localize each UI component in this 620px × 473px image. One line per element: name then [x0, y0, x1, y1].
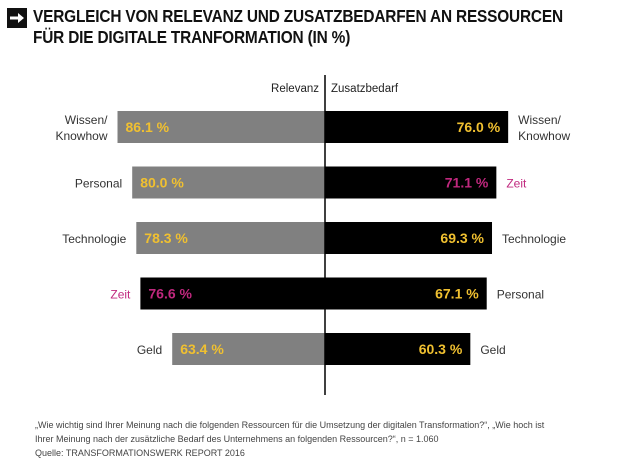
value-label-relevanz-4: 63.4 % — [180, 341, 224, 357]
bar-relevanz-2 — [136, 222, 325, 254]
category-label-zusatzbedarf-2: Technologie — [502, 232, 566, 246]
value-label-zusatzbedarf-3: 67.1 % — [435, 286, 479, 302]
value-label-relevanz-2: 78.3 % — [144, 230, 188, 246]
bar-zusatzbedarf-4 — [325, 333, 471, 365]
bar-zusatzbedarf-1 — [325, 166, 497, 199]
value-label-relevanz-3: 76.6 % — [148, 286, 192, 302]
value-label-zusatzbedarf-0: 76.0 % — [457, 119, 501, 135]
category-label-zusatzbedarf-3: Personal — [497, 288, 544, 302]
category-label-relevanz-2: Technologie — [62, 232, 126, 246]
category-label-relevanz-0: Wissen/Knowhow — [55, 113, 108, 143]
series-label-zusatzbedarf: Zusatzbedarf — [331, 83, 399, 95]
footer-question-line1: „Wie wichtig sind Ihrer Meinung nach die… — [35, 420, 545, 430]
chart-title: VERGLEICH VON RELEVANZ UND ZUSATZBEDARFE… — [33, 6, 563, 48]
category-label-zusatzbedarf-4: Geld — [480, 343, 505, 357]
bar-zusatzbedarf-3 — [325, 277, 487, 310]
bar-zusatzbedarf-2 — [325, 222, 493, 254]
bar-relevanz-4 — [172, 333, 325, 365]
category-label-relevanz-4: Geld — [137, 343, 162, 357]
value-label-relevanz-0: 86.1 % — [125, 119, 169, 135]
footer-source: Quelle: TRANSFORMATIONSWERK REPORT 2016 — [35, 448, 245, 458]
category-label-zusatzbedarf-1: Zeit — [506, 177, 527, 191]
category-label-zusatzbedarf-0: Wissen/Knowhow — [518, 113, 570, 143]
bar-relevanz-3 — [140, 277, 325, 310]
footer: „Wie wichtig sind Ihrer Meinung nach die… — [35, 418, 615, 460]
arrow-right-icon — [7, 8, 27, 28]
chart-title-line1: VERGLEICH VON RELEVANZ UND ZUSATZBEDARFE… — [33, 6, 563, 26]
value-label-zusatzbedarf-2: 69.3 % — [440, 230, 484, 246]
footer-question-line2: Ihrer Meinung nach der zusätzliche Bedar… — [35, 434, 439, 444]
value-label-zusatzbedarf-1: 71.1 % — [445, 175, 489, 191]
category-label-relevanz-3: Zeit — [110, 288, 131, 302]
bar-zusatzbedarf-0 — [325, 111, 509, 143]
value-label-relevanz-1: 80.0 % — [140, 175, 184, 191]
chart-area: Relevanz Zusatzbedarf 86.1 % Wissen/Knowhow… — [55, 75, 571, 395]
series-label-relevanz: Relevanz — [271, 83, 319, 95]
bar-relevanz-0 — [117, 111, 326, 143]
category-label-relevanz-1: Personal — [75, 177, 122, 191]
value-label-zusatzbedarf-4: 60.3 % — [419, 341, 463, 357]
bar-relevanz-1 — [132, 166, 325, 199]
chart-title-line2: FÜR DIE DIGITALE TRANFORMATION (IN %) — [33, 27, 351, 47]
